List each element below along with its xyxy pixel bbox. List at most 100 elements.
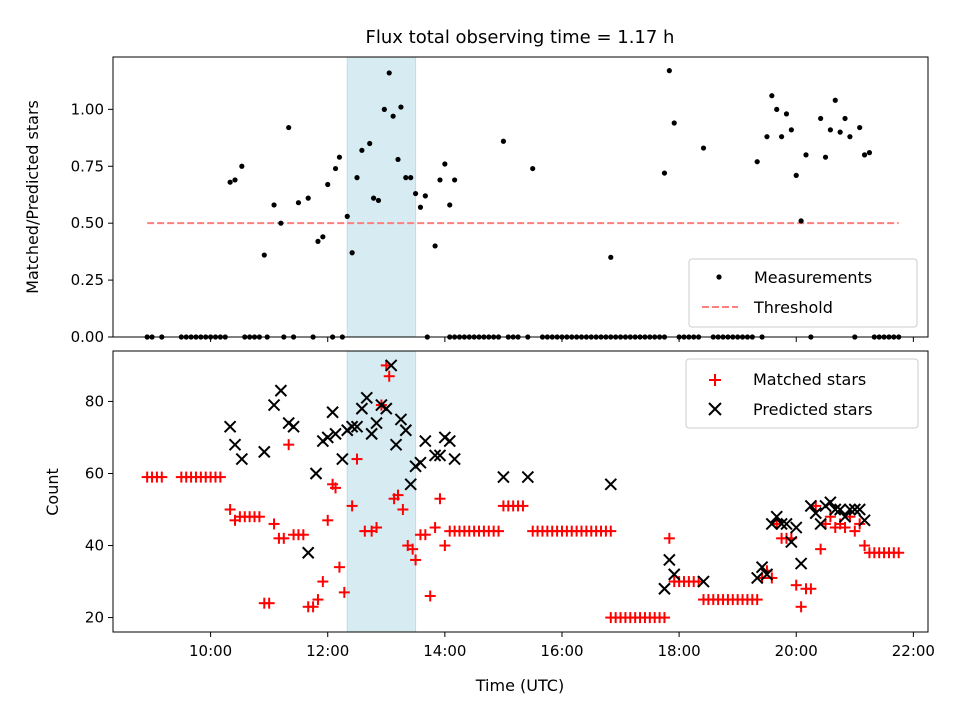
legend-predicted-label: Predicted stars (753, 400, 873, 419)
count-y-axis-ticks: 20 40 60 80 (85, 392, 113, 627)
matched-stars-point (859, 540, 871, 552)
legend-threshold-label: Threshold (753, 298, 833, 317)
predicted-stars-point (785, 535, 798, 549)
matched-stars-point (493, 525, 505, 537)
measurement-point (320, 234, 326, 240)
matched-stars-point (297, 529, 309, 541)
measurement-point (349, 250, 355, 256)
measurement-point (336, 154, 343, 160)
matched-stars-point (351, 453, 363, 465)
measurement-point (803, 152, 809, 158)
measurement-point (832, 97, 838, 103)
observing-window-shade (346, 56, 417, 338)
predicted-stars-point (809, 506, 822, 520)
count-marks (141, 359, 905, 624)
matched-stars-point (839, 522, 851, 534)
observing-window-shade (346, 350, 417, 633)
matched-stars-point (849, 525, 861, 537)
measurement-point (332, 165, 339, 172)
y-tick-label: 0.25 (71, 271, 104, 289)
matched-stars-point (893, 547, 905, 559)
matched-stars-point (312, 594, 324, 606)
x-axis-label: Time (UTC) (475, 676, 564, 695)
predicted-stars-point (389, 438, 403, 451)
measurement-point (530, 165, 536, 172)
predicted-stars-point (521, 470, 535, 484)
predicted-stars-point (267, 398, 281, 412)
predicted-stars-point (321, 431, 334, 444)
predicted-stars-point (814, 517, 827, 531)
predicted-stars-point (760, 568, 774, 581)
measurement-point (671, 120, 677, 126)
measurement-point (798, 218, 804, 224)
y-tick-label: 0.50 (71, 214, 104, 232)
predicted-stars-point (223, 420, 237, 433)
predicted-stars-point (755, 560, 769, 574)
measurement-point (769, 93, 775, 99)
measurement-point (500, 138, 507, 144)
measurement-point (359, 147, 365, 153)
matched-stars-point (371, 522, 383, 534)
ratio-y-axis-label: Matched/Predicted stars (23, 100, 42, 294)
predicted-stars-point (365, 427, 378, 441)
measurement-point (861, 152, 868, 158)
legend-predicted-marker (708, 402, 722, 416)
predicted-stars-point (302, 546, 315, 559)
matched-stars-point (317, 576, 329, 588)
matched-stars-point (330, 482, 342, 494)
measurement-point (232, 177, 238, 183)
measurement-point (367, 140, 373, 147)
measurement-point (227, 179, 233, 185)
y-tick-label: 20 (85, 609, 104, 627)
x-tick-label: 16:00 (540, 642, 583, 660)
ratio-panel: 0.00 0.25 0.50 0.75 1.00 Matched/Predicted s… (23, 56, 929, 346)
legend-measurement-marker (716, 274, 722, 280)
count-panel: 20 40 60 80 10:00 12:00 14:00 16:00 18:00 20:00 2… (43, 350, 935, 695)
y-tick-label: 0.75 (71, 157, 104, 175)
predicted-stars-point (775, 517, 788, 531)
measurement-point (375, 197, 382, 204)
predicted-stars-point (794, 557, 808, 570)
measurement-point (371, 195, 377, 201)
predicted-stars-point (780, 517, 793, 531)
predicted-stars-point (697, 575, 710, 588)
predicted-stars-point (790, 521, 803, 534)
matched-stars-point (439, 540, 451, 552)
predicted-stars-point (287, 420, 300, 433)
measurement-point (295, 200, 302, 206)
predicted-stars-point (258, 445, 271, 459)
measurement-point (325, 181, 331, 188)
measurement-point (390, 113, 396, 119)
predicted-stars-point (604, 478, 617, 491)
predicted-stars-point (804, 499, 818, 513)
measurement-point (788, 127, 794, 133)
matched-stars-point (214, 471, 226, 483)
predicted-stars-point (858, 514, 871, 527)
matched-stars-point (805, 583, 817, 595)
predicted-stars-point (663, 553, 676, 567)
measurement-point (783, 111, 790, 117)
predicted-stars-point (360, 391, 373, 405)
matched-stars-point (424, 590, 436, 602)
predicted-stars-point (309, 467, 323, 480)
measurement-point (261, 252, 267, 258)
predicted-stars-point (448, 452, 461, 466)
matched-stars-point (407, 543, 419, 555)
measurement-point (666, 68, 672, 74)
predicted-stars-point (345, 420, 359, 433)
measurement-point (305, 195, 311, 201)
predicted-stars-point (658, 582, 671, 595)
chart-title: Flux total observing time = 1.17 h (366, 27, 675, 48)
x-tick-label: 20:00 (775, 642, 818, 660)
matched-stars-point (346, 500, 358, 512)
measurement-point (386, 70, 392, 76)
measurement-point (842, 115, 848, 122)
measurement-point (793, 172, 799, 178)
predicted-stars-point (829, 503, 842, 516)
x-tick-label: 10:00 (189, 642, 232, 660)
predicted-stars-point (355, 402, 369, 415)
measurement-point (381, 106, 387, 112)
ratio-x-axis-ticks (210, 337, 914, 342)
predicted-stars-point (824, 496, 837, 509)
